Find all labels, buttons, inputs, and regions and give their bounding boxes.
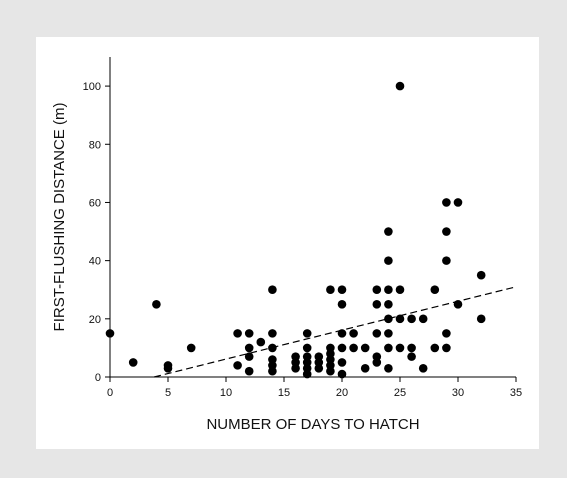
data-point	[302, 329, 312, 338]
data-point	[430, 343, 440, 353]
data-point	[430, 285, 440, 295]
x-axis-title: NUMBER OF DAYS TO HATCH	[206, 416, 419, 433]
data-point	[395, 343, 405, 353]
data-point	[442, 198, 451, 207]
data-point	[384, 314, 393, 324]
data-point	[244, 366, 254, 376]
data-point	[128, 358, 138, 367]
data-point	[418, 363, 428, 373]
y-axis-title: FIRST-FLUSHING DISTANCE (m)	[51, 103, 68, 332]
data-point	[442, 227, 451, 236]
data-point	[337, 285, 347, 295]
data-point	[384, 343, 393, 353]
x-ticks: 0 5 10 15 20 25 30 35	[107, 377, 522, 399]
y-tick-label: 100	[83, 81, 101, 93]
data-point	[302, 369, 312, 379]
data-point	[372, 299, 382, 309]
data-point	[407, 314, 416, 324]
y-tick-label: 20	[89, 314, 101, 326]
data-point	[407, 352, 416, 361]
data-point	[244, 343, 254, 353]
data-point	[453, 198, 463, 207]
trend-line	[153, 286, 517, 378]
x-tick-label: 15	[278, 387, 290, 399]
data-points	[105, 81, 486, 379]
data-point	[268, 329, 277, 338]
data-point	[326, 285, 335, 295]
data-point	[244, 352, 254, 361]
data-point	[442, 329, 451, 338]
y-tick-label: 60	[89, 197, 101, 209]
y-tick-label: 0	[95, 372, 101, 384]
data-point	[418, 314, 428, 324]
data-point	[372, 285, 382, 295]
data-point	[372, 358, 382, 367]
data-point	[233, 361, 242, 370]
x-tick-label: 20	[336, 387, 348, 399]
data-point	[163, 363, 173, 373]
data-point	[349, 343, 358, 353]
x-tick-label: 30	[452, 387, 464, 399]
data-point	[186, 343, 196, 353]
data-point	[326, 366, 335, 376]
data-point	[384, 363, 393, 373]
data-point	[360, 343, 370, 353]
data-point	[268, 366, 277, 376]
data-point	[384, 256, 393, 265]
data-point	[442, 256, 451, 265]
data-point	[372, 329, 382, 338]
x-tick-label: 10	[220, 387, 232, 399]
chart-panel: 0 5 10 15 20 25 30 35 0 20 40 60 80 100 NUMBER OF DA…	[36, 37, 539, 449]
y-ticks: 0 20 40 60 80 100	[83, 81, 110, 384]
data-point	[337, 343, 347, 353]
data-point	[395, 81, 405, 91]
data-point	[395, 314, 405, 324]
data-point	[152, 299, 161, 309]
data-point	[337, 299, 347, 309]
data-point	[105, 329, 115, 338]
x-tick-label: 25	[394, 387, 406, 399]
x-tick-label: 5	[165, 387, 171, 399]
data-point	[233, 329, 242, 338]
data-point	[476, 270, 486, 280]
data-point	[384, 299, 393, 309]
scatter-chart: 0 5 10 15 20 25 30 35 0 20 40 60 80 100 NUMBER OF DA…	[51, 57, 522, 433]
data-point	[268, 285, 277, 295]
data-point	[314, 363, 324, 373]
data-point	[291, 363, 300, 373]
data-point	[268, 343, 277, 353]
data-point	[407, 343, 416, 353]
data-point	[384, 227, 393, 236]
data-point	[349, 329, 358, 338]
x-tick-label: 35	[510, 387, 522, 399]
data-point	[360, 363, 370, 373]
data-point	[384, 285, 393, 295]
data-point	[476, 314, 486, 324]
data-point	[442, 343, 451, 353]
data-point	[244, 329, 254, 338]
y-tick-label: 80	[89, 139, 101, 151]
data-point	[337, 329, 347, 338]
data-point	[337, 369, 347, 379]
data-point	[453, 299, 463, 309]
data-point	[395, 285, 405, 295]
axes	[109, 57, 516, 378]
data-point	[384, 329, 393, 338]
y-tick-label: 40	[89, 256, 101, 268]
data-point	[302, 343, 312, 353]
data-point	[337, 358, 347, 367]
x-tick-label: 0	[107, 387, 113, 399]
data-point	[256, 337, 266, 347]
